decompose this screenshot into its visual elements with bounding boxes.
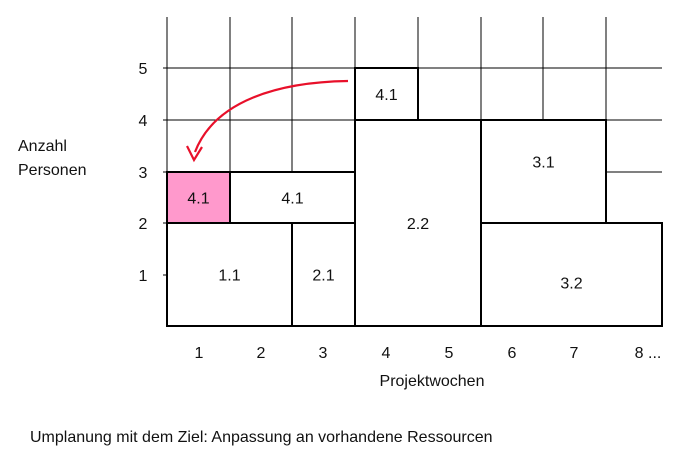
x-tick-label: 4 — [382, 345, 391, 362]
caption: Umplanung mit dem Ziel: Anpassung an vor… — [30, 429, 493, 446]
y-tick-label: 1 — [139, 268, 148, 285]
task-block — [480, 119, 607, 224]
x-tick-label: 3 — [319, 345, 328, 362]
x-tick-labels: 1 2 3 4 5 6 7 8 ... — [195, 345, 662, 362]
task-label: 4.1 — [187, 191, 209, 208]
task-label: 3.1 — [532, 155, 554, 172]
x-tick-label: 6 — [508, 345, 517, 362]
y-tick-labels: 1 2 3 4 5 — [139, 61, 148, 285]
x-tick-label: 7 — [570, 345, 579, 362]
task-label: 3.2 — [560, 276, 582, 293]
y-axis-label-line1: Anzahl — [18, 138, 67, 155]
y-tick-label: 5 — [139, 61, 148, 78]
move-arrow — [186, 79, 349, 163]
y-tick-label: 4 — [139, 113, 148, 130]
x-tick-label: 1 — [195, 345, 204, 362]
y-tick-label: 2 — [139, 216, 148, 233]
x-axis-label: Projektwochen — [380, 373, 485, 390]
task-label: 4.1 — [281, 191, 303, 208]
x-tick-label: 8 ... — [635, 345, 662, 362]
arrow-curve — [193, 79, 349, 153]
task-block — [354, 119, 482, 327]
y-tick-label: 3 — [139, 165, 148, 182]
task-label: 1.1 — [218, 268, 240, 285]
y-axis-label-line2: Personen — [18, 162, 87, 179]
arrow-head — [186, 145, 203, 163]
x-tick-label: 5 — [445, 345, 454, 362]
blocks: 1.1 2.1 4.1 4.1 2.2 4.1 3.1 3.2 — [166, 67, 663, 327]
task-label: 2.1 — [312, 268, 334, 285]
task-label: 2.2 — [407, 216, 429, 233]
task-block — [480, 222, 663, 327]
task-block — [354, 67, 419, 121]
task-label: 4.1 — [375, 87, 397, 104]
x-tick-label: 2 — [257, 345, 266, 362]
